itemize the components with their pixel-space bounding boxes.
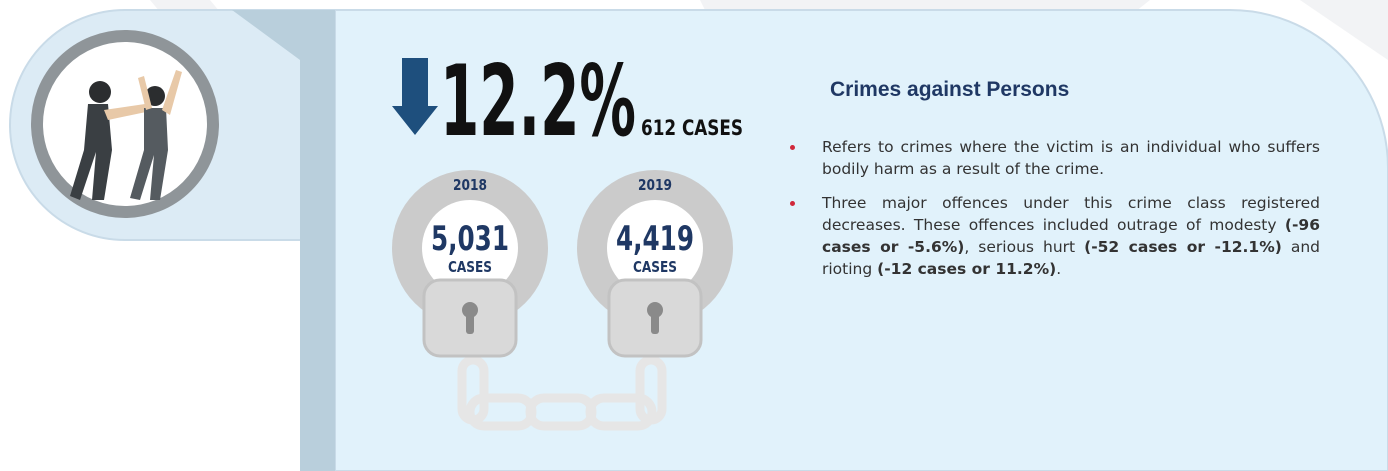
- section-title: Crimes against Persons: [830, 78, 1070, 101]
- keyhole: [647, 302, 663, 318]
- cuff-inner: [422, 200, 518, 296]
- keyhole-slot: [466, 312, 474, 334]
- change-percent: 12.2%: [440, 45, 636, 159]
- keyhole-slot: [651, 312, 659, 334]
- case-unit: CASES: [633, 258, 677, 276]
- bullet: Three major offences under this crime cl…: [790, 192, 1320, 280]
- chain-link: [585, 393, 657, 431]
- panel-fold: [232, 10, 335, 471]
- year-label: 2019: [638, 176, 672, 194]
- bullet: Refers to crimes where the victim is an …: [790, 136, 1320, 180]
- bold-text: (-96 cases or -5.6%): [822, 216, 1320, 256]
- bold-text: (-52 cases or -12.1%): [1084, 238, 1282, 256]
- text: and rioting: [822, 238, 1320, 278]
- case-count: 4,419: [616, 219, 694, 259]
- year-label: 2018: [453, 176, 487, 194]
- cuff-inner: [607, 200, 703, 296]
- text: Three major offences under this crime cl…: [822, 194, 1320, 234]
- change-cases: 612 CASES: [641, 116, 743, 140]
- case-unit: CASES: [448, 258, 492, 276]
- text: Refers to crimes where the victim is an …: [822, 138, 1320, 178]
- text: , serious hurt: [964, 238, 1085, 256]
- bold-text: (-12 cases or 11.2%): [877, 260, 1057, 278]
- fight-icon: [70, 70, 182, 200]
- bullet-list: Refers to crimes where the victim is an …: [790, 136, 1320, 292]
- case-count: 5,031: [431, 219, 509, 259]
- keyhole: [462, 302, 478, 318]
- icon-ring: [31, 30, 219, 218]
- down-arrow: [392, 58, 438, 135]
- text: .: [1056, 260, 1062, 278]
